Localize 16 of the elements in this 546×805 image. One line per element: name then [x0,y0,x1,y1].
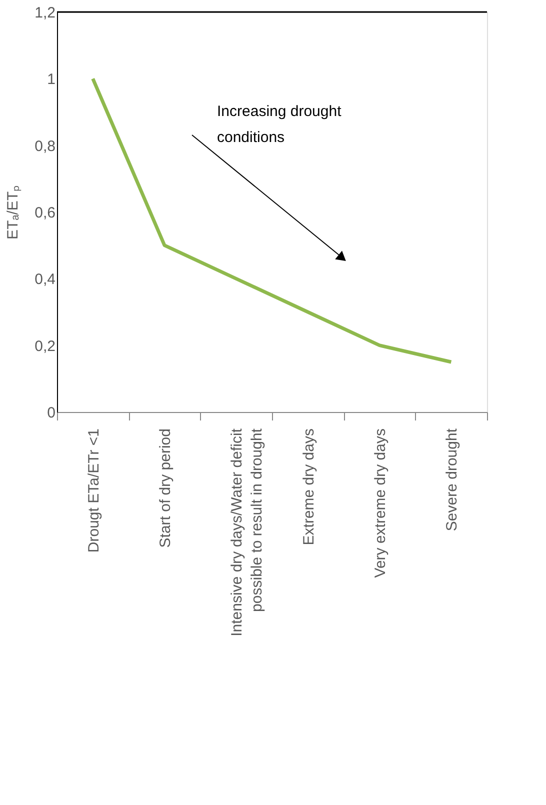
y-tick-label: 0,2 [34,338,56,355]
y-axis-title: ETₐ/ETₚ [4,185,22,240]
y-tick-label: 1 [47,71,56,88]
y-tick-label: 0,8 [34,138,56,155]
x-tick-label: Drougt ETa/ETr <1 [85,428,102,553]
x-tick-label: Severe drought [444,428,461,532]
x-tick-label: Extreme dry days [300,428,318,546]
x-tick-label: Start of dry period [157,428,174,548]
x-tick-label: Intensive dry days/Water deficit possible to result in drought [228,428,266,636]
x-tick-label: Very extreme dry days [372,428,389,578]
y-tick-label: 0,6 [34,204,56,222]
y-tick-label: 0,4 [34,271,56,288]
y-tick-label: 1,2 [34,4,56,22]
annotation: Increasing drought conditions [217,103,342,146]
line-series [91,76,453,364]
y-tick-label: 0 [47,404,56,422]
